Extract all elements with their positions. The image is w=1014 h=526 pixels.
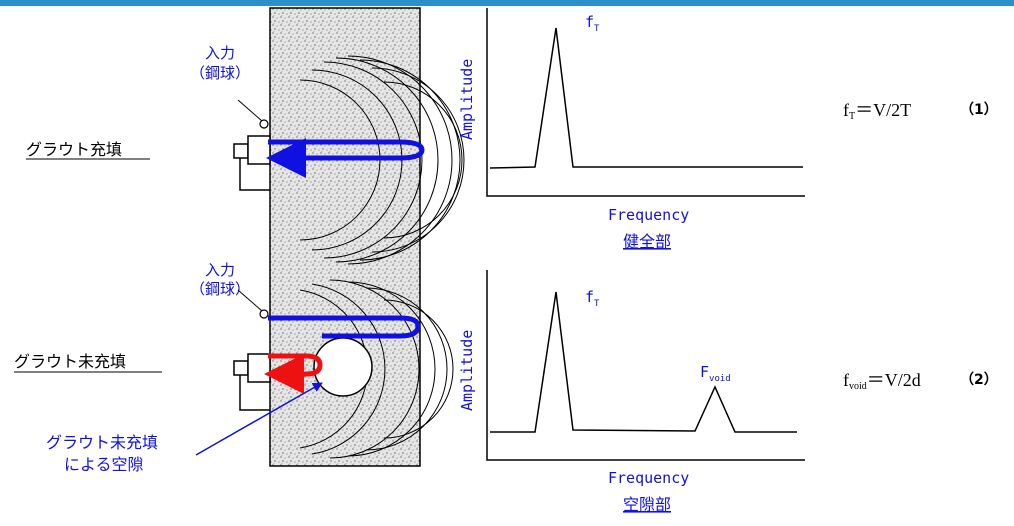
graph2-spectrum [490,291,797,433]
equation-2: fvoid＝V/2d [843,370,921,392]
sensor-bottom [233,353,271,411]
steel-ball-top [259,119,269,129]
input-leader-bottom [237,289,263,312]
steel-ball-bottom [259,309,269,319]
graph-void: Amplitude Frequency 空隙部 fT Fvoid [458,270,805,514]
graph2-ylabel: Amplitude [458,330,476,411]
void-echo-path [264,353,323,394]
input-label-bottom-sub: （鋼球） [190,280,250,298]
graph2-xlabel: Frequency [608,469,689,487]
equation-2-number: （2） [960,372,998,388]
equation-1: fT＝V/2T [843,100,911,122]
unfilled-label: グラウト未充填 [14,352,126,371]
graph2-axes [486,270,805,461]
graph1-spectrum [489,27,803,169]
input-label-top-sub: （鋼球） [190,64,250,82]
graph2-peak2-label: Fvoid [700,363,731,384]
graph1-caption: 健全部 [623,232,671,251]
graph1-peak-label: fT [585,13,600,34]
input-label-bottom: 入力 [205,261,235,279]
equation-1-number: （1） [960,102,998,118]
filled-label: グラウト充填 [26,140,122,159]
graph-sound: Amplitude Frequency 健全部 fT [458,8,805,251]
void-label-arrow [195,382,323,456]
graph1-axes [486,8,805,197]
void-label-line2: による空隙 [64,455,144,474]
graph2-peak1-label: fT [585,288,600,309]
graph1-ylabel: Amplitude [458,59,476,140]
echo-path-bottom [268,315,421,339]
void-label-line1: グラウト未充填 [46,433,158,452]
graph2-caption: 空隙部 [623,495,671,514]
input-leader-top [237,99,263,122]
input-label-top: 入力 [205,44,235,62]
top-accent-bar [0,0,1014,6]
sensor-top [233,135,271,191]
graph1-xlabel: Frequency [608,206,689,224]
void-circle [313,337,373,397]
echo-path-top [266,138,425,178]
